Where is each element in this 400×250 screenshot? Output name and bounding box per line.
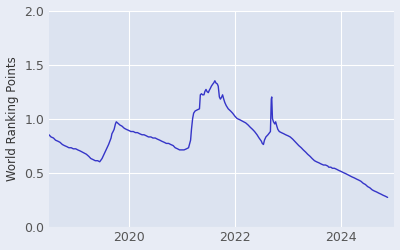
Y-axis label: World Ranking Points: World Ranking Points <box>6 56 18 181</box>
